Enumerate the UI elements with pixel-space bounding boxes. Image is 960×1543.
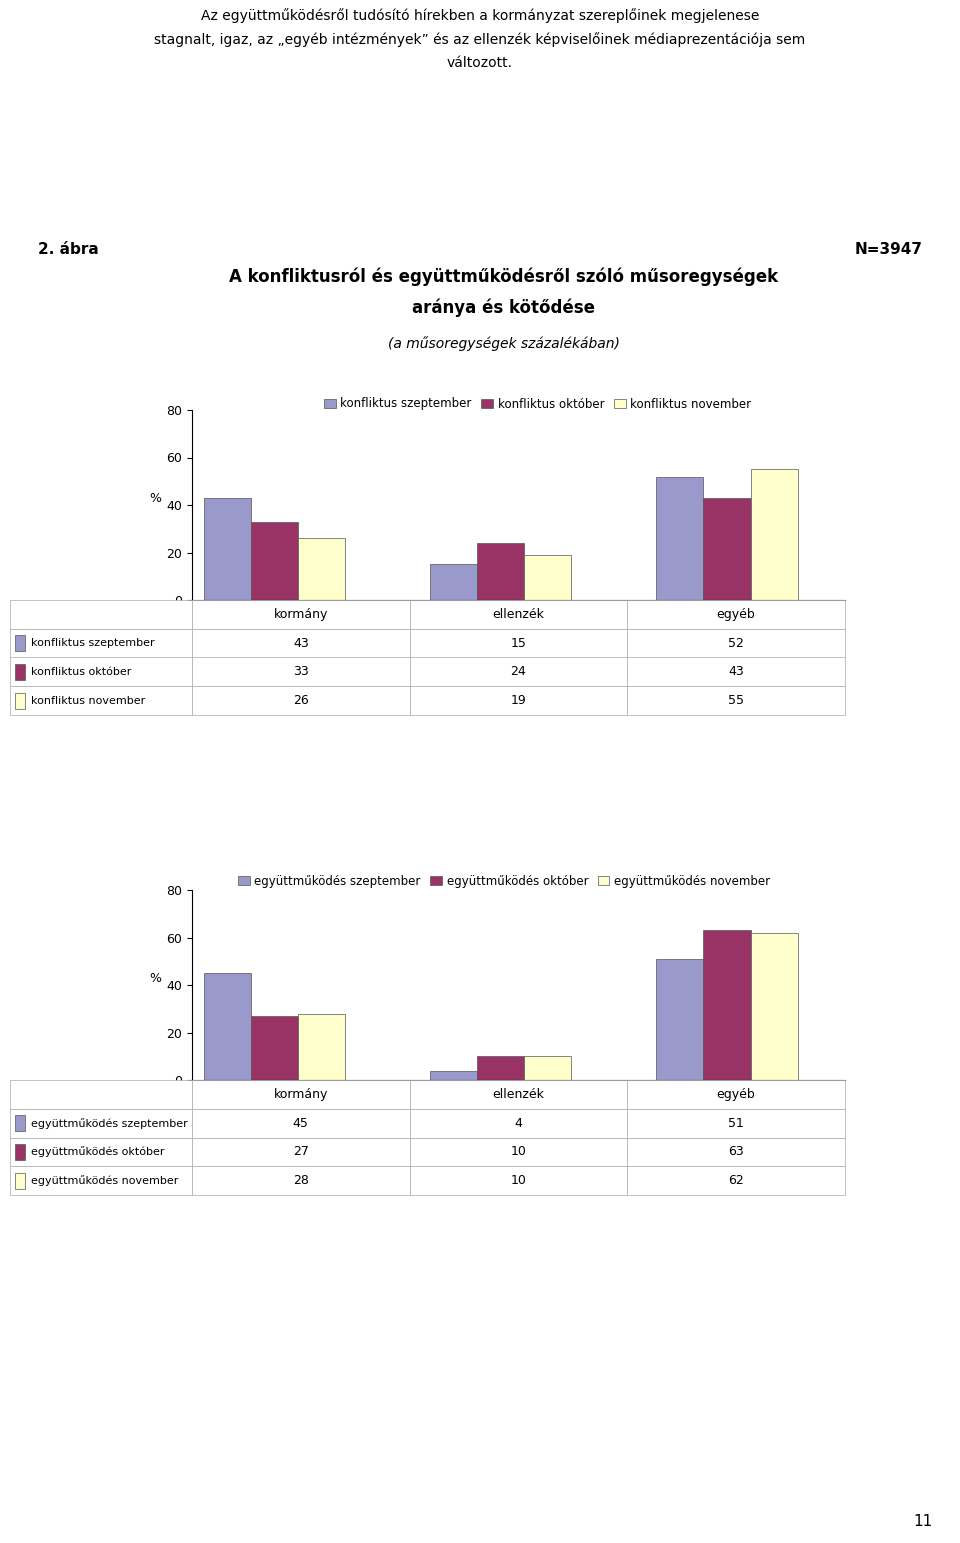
Bar — [15, 663, 25, 680]
Bar — [524, 555, 571, 600]
Bar — [657, 477, 704, 600]
Bar — [251, 1015, 298, 1080]
Bar — [10, 600, 192, 628]
Bar — [524, 1057, 571, 1080]
Text: (a műsoregységek százalékában): (a műsoregységek százalékában) — [388, 336, 620, 350]
Text: 11: 11 — [913, 1514, 932, 1529]
Bar — [10, 687, 192, 714]
Bar — [15, 1173, 25, 1188]
Bar — [10, 1080, 192, 1109]
Y-axis label: %: % — [149, 492, 161, 505]
Bar — [204, 498, 251, 600]
Bar — [704, 498, 751, 600]
Bar — [477, 543, 524, 600]
Bar — [704, 930, 751, 1080]
Text: együttműködés november: együttműködés november — [31, 1176, 178, 1187]
Bar — [251, 522, 298, 600]
Bar — [751, 934, 798, 1080]
Bar — [10, 1137, 192, 1167]
Bar — [657, 958, 704, 1080]
Bar — [15, 693, 25, 708]
Text: Az együttműködésről tudósító hírekben a kormányzat szereplőinek megjelenese
stag: Az együttműködésről tudósító hírekben a … — [155, 8, 805, 69]
Text: konfliktus szeptember: konfliktus szeptember — [31, 639, 155, 648]
Bar — [430, 565, 477, 600]
Text: konfliktus november: konfliktus november — [31, 696, 145, 705]
Text: N=3947: N=3947 — [854, 242, 923, 258]
Bar — [430, 1071, 477, 1080]
Text: konfliktus október: konfliktus október — [31, 667, 131, 677]
Bar — [204, 974, 251, 1080]
Bar — [15, 636, 25, 651]
Bar — [10, 628, 192, 657]
Bar — [477, 1057, 524, 1080]
Bar — [15, 1116, 25, 1131]
Bar — [10, 1109, 192, 1137]
Text: együttműködés október: együttműködés október — [31, 1146, 164, 1157]
Bar — [10, 657, 192, 687]
Y-axis label: %: % — [149, 972, 161, 984]
Legend: konfliktus szeptember, konfliktus október, konfliktus november: konfliktus szeptember, konfliktus októbe… — [319, 393, 756, 415]
Legend: együttműködés szeptember, együttműködés október, együttműködés november: együttműködés szeptember, együttműködés … — [233, 870, 775, 892]
Bar — [298, 539, 346, 600]
Bar — [298, 1014, 346, 1080]
Text: 2. ábra: 2. ábra — [37, 242, 98, 258]
Text: együttműködés szeptember: együttműködés szeptember — [31, 1117, 187, 1128]
Bar — [10, 1167, 192, 1194]
Bar — [751, 469, 798, 600]
Text: A konfliktusról és együttműködésről szóló műsoregységek: A konfliktusról és együttműködésről szól… — [229, 268, 779, 287]
Bar — [15, 1143, 25, 1160]
Text: aránya és kötődése: aránya és kötődése — [413, 298, 595, 316]
